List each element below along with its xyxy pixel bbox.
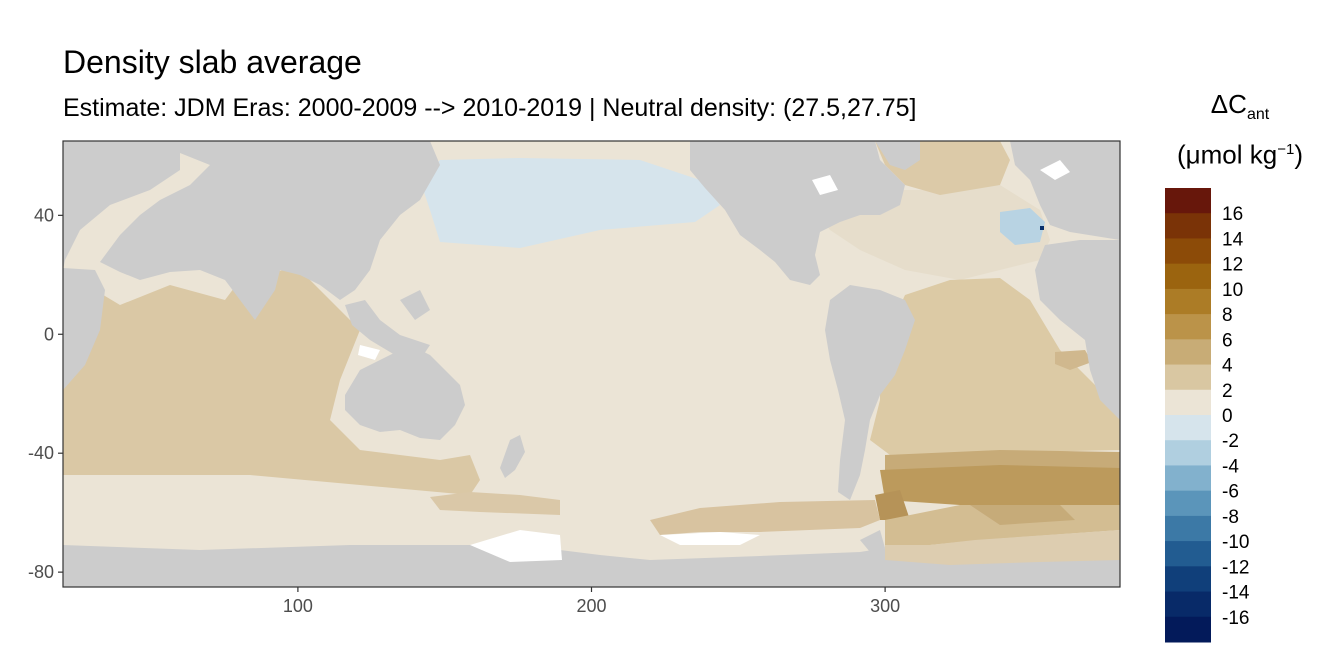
legend-color-step — [1165, 515, 1211, 542]
legend-color-step — [1165, 490, 1211, 517]
x-axis: 100 200 300 — [283, 587, 900, 616]
legend-color-step — [1165, 541, 1211, 567]
region-south-atlantic-core — [880, 465, 1120, 505]
legend-color-step — [1165, 465, 1211, 492]
legend-color-step — [1165, 566, 1211, 593]
y-axis: 40 0 -40 -80 — [28, 205, 63, 582]
region-antarctic-margin-west — [430, 492, 560, 515]
no-data-indonesia — [358, 345, 380, 360]
land-greenland — [875, 141, 920, 170]
no-data-antarctic-shelf — [470, 530, 562, 562]
region-antarctic-margin-pacific — [650, 500, 880, 535]
legend-color-step — [1165, 188, 1211, 214]
land-antarctic-peninsula — [860, 530, 885, 552]
land-australia — [345, 345, 465, 440]
legend-label: 12 — [1222, 255, 1243, 276]
x-tick-label: 100 — [283, 596, 313, 616]
legend-label: -6 — [1222, 482, 1239, 503]
legend-color-step — [1165, 389, 1211, 416]
legend-color-step — [1165, 616, 1211, 643]
legend-color-step — [1165, 440, 1211, 466]
region-south-atlantic-patch — [1055, 350, 1092, 370]
legend-label: 2 — [1222, 381, 1233, 402]
legend-label: 6 — [1222, 330, 1233, 351]
y-tick-label: -80 — [28, 562, 54, 582]
region-indian-ocean — [63, 270, 480, 495]
y-tick-label: -40 — [28, 443, 54, 463]
y-tick-label: 40 — [34, 205, 54, 225]
region-drake-passage — [875, 490, 910, 520]
legend-color-step — [1165, 339, 1211, 366]
legend-label: -14 — [1222, 583, 1250, 604]
legend-color-step — [1165, 364, 1211, 391]
legend-title: ΔCant (μmol kg−1) — [1150, 86, 1330, 170]
legend-labels: 16 14 12 10 8 6 4 2 0 -2 -4 -6 -8 -10 -12 -14 -16 — [1222, 204, 1250, 629]
legend-color-step — [1165, 213, 1211, 239]
legend-label: 10 — [1222, 280, 1243, 301]
region-weddell-inner — [970, 505, 1075, 525]
legend-label: -10 — [1222, 532, 1249, 553]
legend-color-step — [1165, 314, 1211, 340]
legend-label: -8 — [1222, 507, 1239, 528]
no-data-ross-shelf — [660, 532, 760, 545]
legend-label: 4 — [1222, 356, 1233, 377]
legend-label: -4 — [1222, 456, 1239, 477]
legend-color-step — [1165, 263, 1211, 290]
land-africa-east — [1035, 240, 1120, 420]
no-data-areas — [358, 160, 1070, 562]
region-north-pacific-subpolar — [420, 158, 720, 248]
land-eurasia — [100, 141, 440, 320]
legend-unit-sup: −1 — [1277, 141, 1295, 158]
land-europe — [1010, 141, 1120, 240]
legend-color-step — [1165, 591, 1211, 618]
legend-color-step — [1165, 288, 1211, 315]
no-data-arctic — [1040, 160, 1070, 180]
land-new-zealand — [500, 435, 525, 478]
legend-label: 16 — [1222, 204, 1243, 225]
no-data-hudson — [812, 175, 838, 195]
land-masses — [63, 141, 1120, 587]
land-north-america — [690, 141, 905, 285]
legend-label: -16 — [1222, 608, 1249, 629]
land-southeast-asia — [345, 290, 430, 360]
legend-color-step — [1165, 415, 1211, 441]
legend-label: -12 — [1222, 557, 1249, 578]
legend-label: 14 — [1222, 229, 1244, 250]
map-title: Density slab average — [63, 44, 362, 80]
legend-symbol: ΔC — [1210, 89, 1247, 119]
region-south-atlantic — [870, 278, 1120, 455]
legend-subscript: ant — [1246, 106, 1270, 124]
legend-label: 8 — [1222, 305, 1233, 326]
region-mediterranean-outflow — [1000, 208, 1045, 245]
map-subtitle: Estimate: JDM Eras: 2000-2009 --> 2010-2… — [63, 94, 917, 122]
region-strait-pixel — [1040, 226, 1044, 230]
legend-colorbar — [1165, 188, 1211, 643]
legend-unit-prefix: (μmol kg — [1177, 139, 1278, 170]
legend-label: 0 — [1222, 406, 1233, 427]
legend-label: -2 — [1222, 431, 1239, 452]
land-antarctica — [63, 545, 1120, 587]
y-tick-label: 0 — [44, 324, 54, 344]
legend-unit-suffix: ) — [1294, 139, 1303, 170]
land-south-america — [825, 285, 915, 500]
x-tick-label: 300 — [870, 596, 900, 616]
land-africa — [63, 141, 180, 390]
x-tick-label: 200 — [576, 596, 606, 616]
legend-color-step — [1165, 238, 1211, 265]
